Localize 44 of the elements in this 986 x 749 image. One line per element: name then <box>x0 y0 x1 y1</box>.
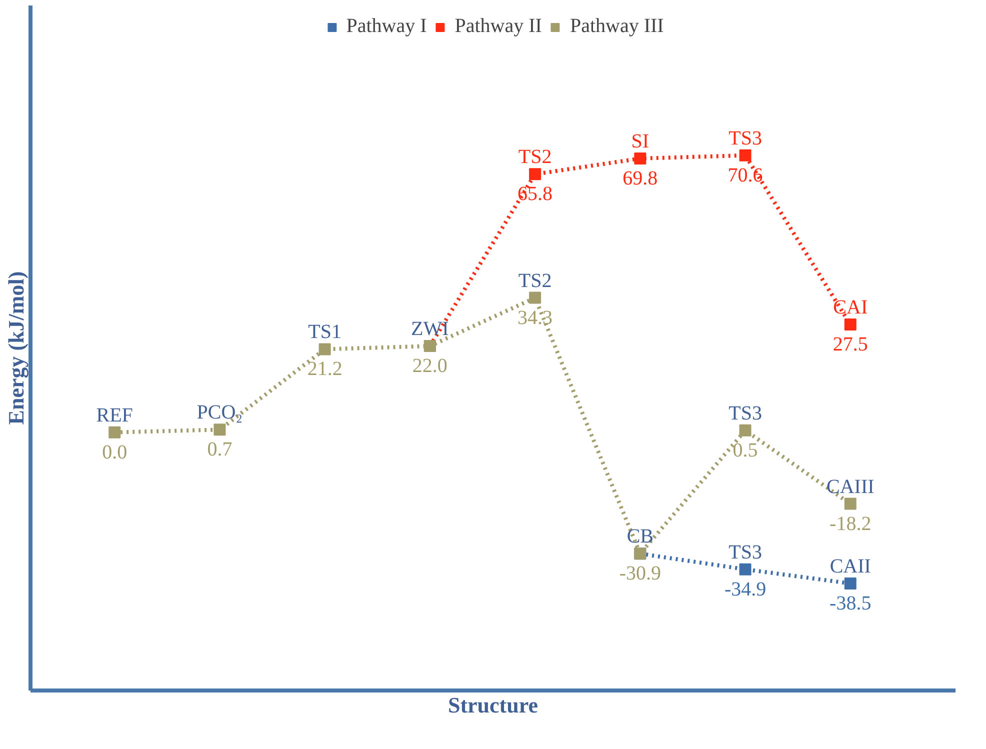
point <box>739 563 752 576</box>
x-tick-label: CB <box>626 526 654 548</box>
data-label: -38.5 <box>830 592 872 614</box>
point <box>844 318 856 330</box>
legend-label: Pathway III <box>570 15 664 38</box>
x-tick-label: CAIII <box>826 476 874 498</box>
point <box>844 577 856 590</box>
data-label: 70.6 <box>728 164 763 186</box>
data-label: 0.0 <box>102 441 128 464</box>
y-axis-title: Energy (kJ/mol) <box>4 271 28 425</box>
point <box>739 424 752 436</box>
data-label: 69.8 <box>622 167 658 190</box>
point <box>108 426 121 438</box>
x-axis-title: Structure <box>448 692 538 718</box>
x-tick-label: REF <box>96 404 133 426</box>
x-tick-label: TS3 <box>728 402 762 424</box>
legend-label: Pathway II <box>454 15 542 38</box>
annotation: CAI <box>833 296 868 318</box>
point <box>634 152 646 164</box>
data-label: 21.2 <box>307 358 342 380</box>
data-label: 22.0 <box>412 355 448 378</box>
annotation: CAII <box>830 555 871 578</box>
annotation: SI <box>631 130 650 152</box>
data-label: 0.5 <box>732 439 758 462</box>
data-label: -34.9 <box>724 578 766 600</box>
point <box>318 343 331 356</box>
data-label: 65.8 <box>518 183 553 206</box>
data-label: 0.7 <box>207 438 232 461</box>
point <box>529 292 542 304</box>
annotation: TS3 <box>728 541 762 564</box>
annotation: TS2 <box>518 146 552 168</box>
data-label: 34.3 <box>518 306 553 329</box>
point <box>739 149 752 162</box>
data-label: -30.9 <box>619 562 661 585</box>
point <box>529 168 542 180</box>
annotation: TS3 <box>728 127 762 150</box>
data-label: -18.2 <box>830 512 872 535</box>
x-tick-label: TS1 <box>308 321 342 344</box>
data-label: 27.5 <box>832 333 868 356</box>
point <box>844 498 856 510</box>
x-tick-label: ZWI <box>411 318 449 340</box>
x-tick-label: PCO₂ <box>196 402 243 424</box>
legend-label: Pathway I <box>346 15 427 38</box>
point <box>214 424 226 436</box>
